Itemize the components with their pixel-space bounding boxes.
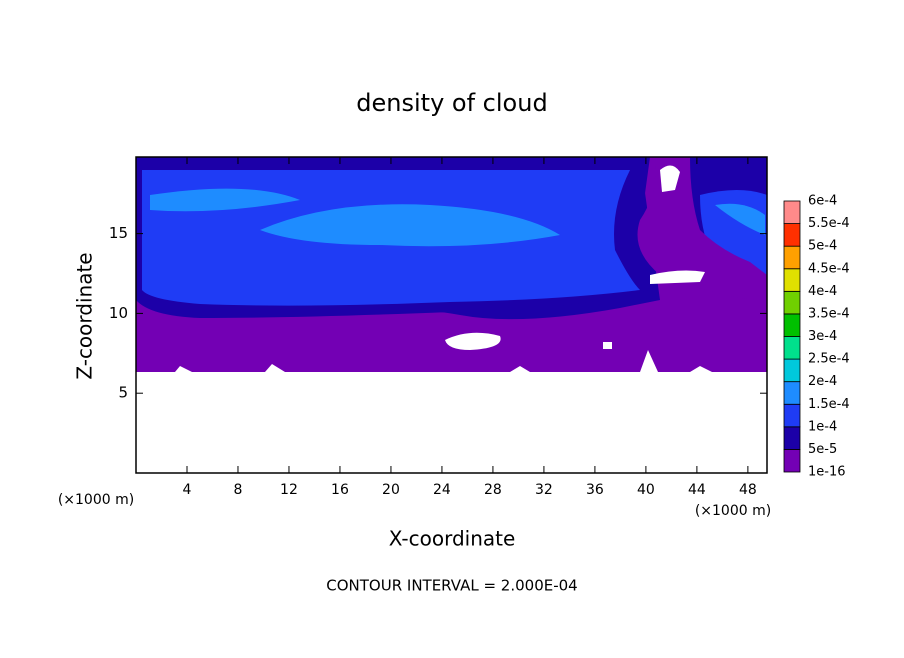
footer: CONTOUR INTERVAL = 2.000E-04 [326, 577, 577, 595]
colorbar-label: 3.5e-4 [808, 306, 850, 321]
colorbar-label: 4e-4 [808, 284, 837, 299]
colorbar-label: 4.5e-4 [808, 261, 850, 276]
y-tick-label: 10 [109, 304, 128, 322]
x-tick-label: 16 [331, 482, 349, 498]
colorbar-label: 1e-16 [808, 465, 846, 480]
chart-title: density of cloud [356, 89, 547, 117]
y-unit-label: (×1000 m) [58, 492, 134, 508]
x-tick-label: 36 [586, 482, 604, 498]
colorbar-box [783, 223, 801, 247]
x-axis-label: X-coordinate [389, 527, 516, 551]
x-tick-label: 12 [280, 482, 298, 498]
colorbar-box [783, 426, 801, 450]
colorbar-box [783, 403, 801, 428]
colorbar-box [783, 313, 801, 337]
colorbar-box [783, 358, 801, 383]
colorbar-box [783, 268, 801, 292]
x-tick-label: 44 [688, 482, 706, 498]
colorbar-box [783, 381, 801, 405]
y-tick-label: 5 [118, 384, 128, 402]
colorbar-box [783, 336, 801, 360]
x-tick-label: 20 [382, 482, 400, 498]
x-tick-label: 28 [484, 482, 502, 498]
contour-region [715, 203, 765, 235]
contour-field [136, 157, 767, 473]
plot-frame [135, 156, 768, 474]
colorbar-label: 2e-4 [808, 374, 837, 389]
x-tick-label: 32 [535, 482, 553, 498]
colorbar-label: 5e-4 [808, 239, 837, 254]
contour-region [637, 157, 767, 300]
colorbar-box [783, 449, 801, 473]
x-tick-label: 24 [433, 482, 451, 498]
empty-region [136, 372, 767, 473]
colorbar: 1e-16 5e-5 1e-4 1.5e-4 2e-4 2.5e-4 3e-4 3.5e-4 4… [783, 194, 850, 480]
x-tick-label: 8 [234, 482, 243, 498]
colorbar-label: 6e-4 [808, 194, 837, 209]
contour-region [150, 188, 300, 212]
x-tick-label: 4 [183, 482, 192, 498]
y-axis-label: Z-coordinate [73, 252, 97, 379]
x-unit-label: (×1000 m) [695, 503, 771, 519]
colorbar-box [783, 245, 801, 270]
colorbar-label: 1e-4 [808, 419, 837, 434]
colorbar-label: 3e-4 [808, 329, 837, 344]
colorbar-label: 5.5e-4 [808, 216, 850, 231]
colorbar-label: 2.5e-4 [808, 352, 850, 367]
colorbar-label: 5e-5 [808, 442, 837, 457]
colorbar-box [783, 290, 801, 315]
x-tick-label: 48 [739, 482, 757, 498]
y-tick-label: 15 [109, 224, 128, 242]
contour-region [260, 204, 560, 247]
x-tick-label: 40 [637, 482, 655, 498]
colorbar-box [783, 200, 801, 224]
colorbar-label: 1.5e-4 [808, 397, 850, 412]
